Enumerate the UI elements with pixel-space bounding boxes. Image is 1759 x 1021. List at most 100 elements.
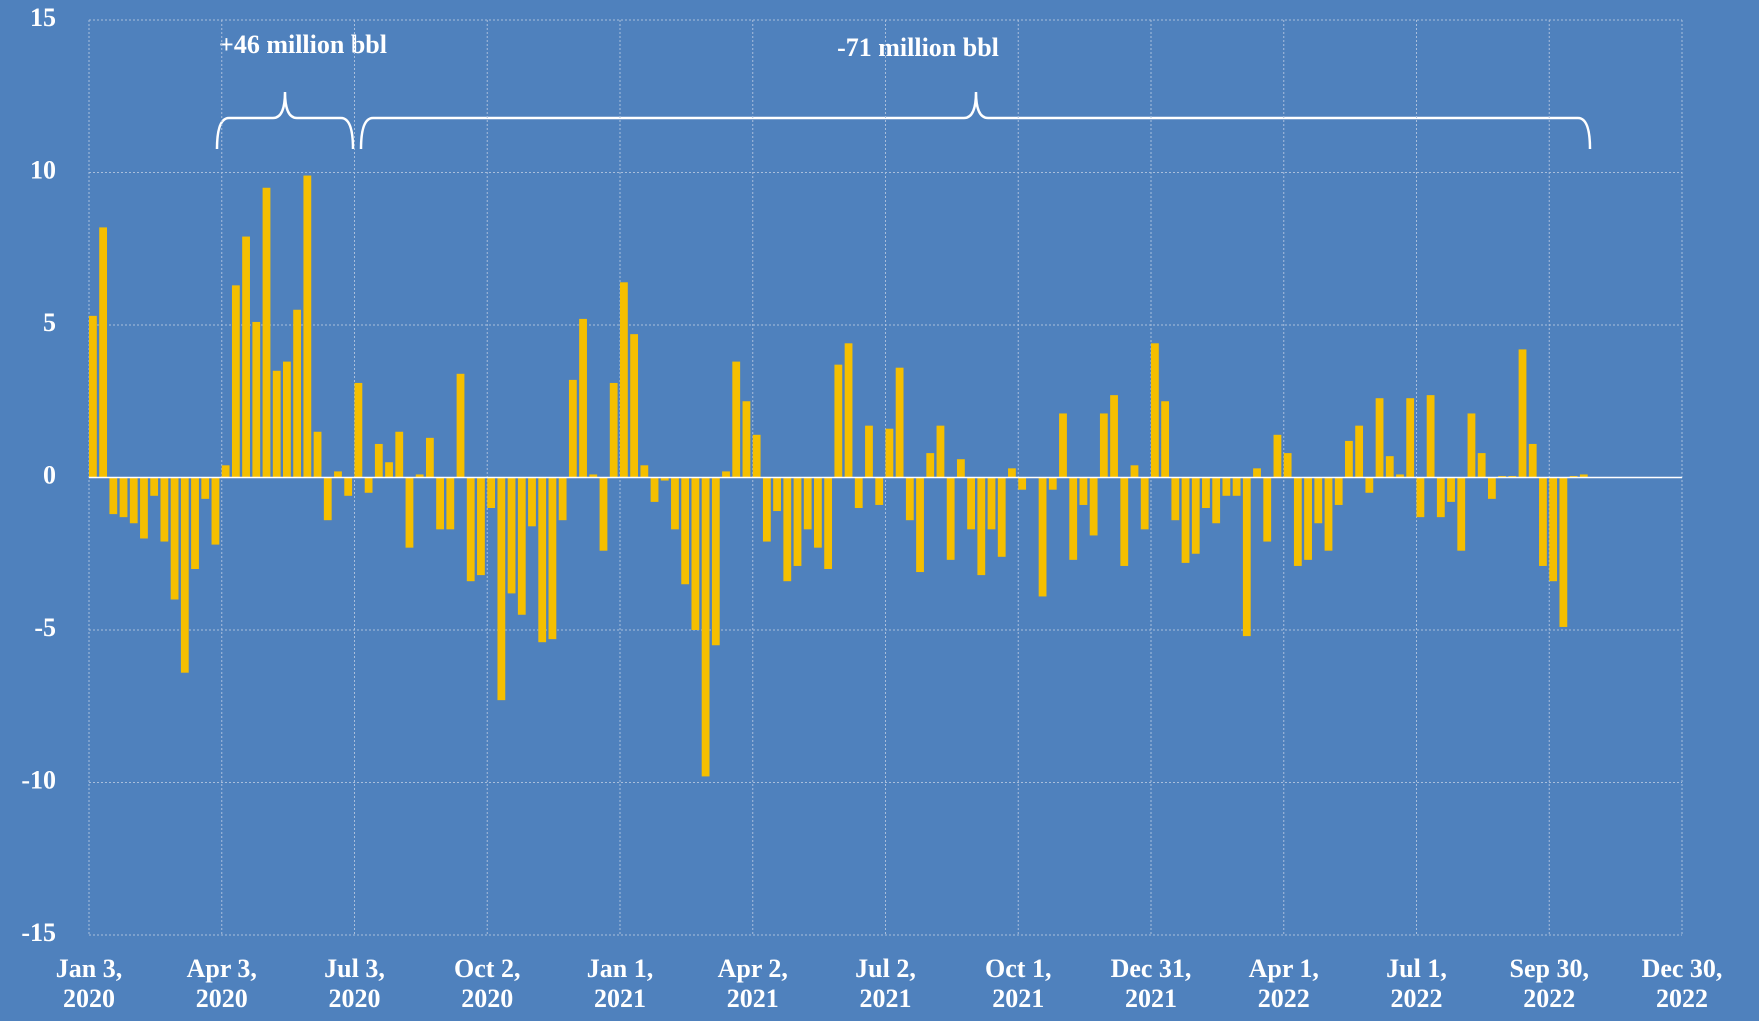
bar [1069, 477, 1078, 560]
bar [99, 227, 108, 478]
bar [609, 382, 618, 478]
bar [1171, 477, 1180, 521]
bar [732, 361, 741, 478]
brace [215, 91, 355, 150]
bar [579, 318, 587, 478]
bar [589, 474, 598, 478]
bar [1304, 477, 1312, 560]
bar [1416, 477, 1425, 518]
bar [814, 477, 822, 548]
y-tick-label: -5 [34, 613, 56, 642]
bar [140, 477, 148, 539]
bar [283, 361, 291, 478]
bar [1396, 474, 1404, 478]
bar [1467, 413, 1476, 478]
bar [1426, 395, 1435, 478]
bar [660, 477, 669, 481]
bar [160, 477, 169, 542]
bar [1202, 477, 1210, 508]
bar [752, 434, 761, 478]
bar [231, 285, 240, 478]
bar [1089, 477, 1098, 536]
bar [1355, 425, 1364, 478]
brace [359, 91, 1592, 150]
bar [262, 187, 271, 478]
bar [1120, 477, 1129, 566]
bar [936, 425, 945, 478]
x-tick-label: Dec 31, 2021 [1110, 954, 1192, 1013]
bar [344, 477, 353, 496]
annotation: +46 million bbl [219, 30, 387, 59]
bar [497, 477, 506, 701]
bar [1334, 477, 1343, 505]
bar [477, 477, 485, 576]
bar [711, 477, 720, 646]
bar [1130, 465, 1139, 478]
bar [967, 477, 975, 530]
bar [1365, 477, 1374, 493]
bar [303, 175, 312, 478]
bar [1059, 413, 1067, 478]
bar [742, 401, 751, 478]
bar [517, 477, 526, 615]
bar [334, 471, 342, 478]
x-tick-label: Oct 2, 2020 [454, 954, 521, 1013]
y-tick-label: 5 [43, 308, 56, 337]
bar [671, 477, 679, 530]
x-tick-label: Apr 1, 2022 [1248, 954, 1319, 1013]
bar [997, 477, 1006, 557]
y-tick-label: 0 [43, 460, 56, 489]
bar [272, 370, 281, 478]
bar [201, 477, 210, 499]
bar [1283, 453, 1292, 478]
x-tick-label: Oct 1, 2021 [985, 954, 1052, 1013]
bar [1549, 477, 1558, 582]
bar [895, 367, 904, 478]
bar [977, 477, 986, 576]
bar [1048, 477, 1057, 490]
bar [1181, 477, 1190, 563]
bar [180, 477, 189, 673]
bar [865, 425, 873, 478]
bar [875, 477, 884, 505]
bar [1436, 477, 1445, 518]
bar [415, 474, 424, 478]
bar [1487, 477, 1496, 499]
bar [507, 477, 516, 594]
bar [89, 315, 97, 478]
x-tick-label: Apr 2, 2021 [717, 954, 788, 1013]
bar [1161, 401, 1170, 478]
bar [385, 462, 393, 478]
bar [436, 477, 444, 530]
bar [1345, 440, 1353, 478]
bar [1539, 477, 1547, 566]
x-tick-label: Sep 30, 2022 [1509, 954, 1589, 1013]
bar [211, 477, 220, 545]
bar [1447, 477, 1455, 502]
x-tick-label: Jul 2, 2021 [855, 954, 916, 1013]
bar [1579, 474, 1588, 478]
bar [1569, 475, 1578, 478]
bar [1375, 398, 1384, 478]
bar [1222, 477, 1231, 496]
bar [1263, 477, 1272, 542]
bar [538, 477, 547, 643]
bar [456, 373, 465, 478]
bar [323, 477, 332, 521]
x-tick-label: Jul 3, 2020 [324, 954, 385, 1013]
bar [548, 477, 557, 640]
bar [119, 477, 128, 518]
bar [1140, 477, 1149, 530]
bar [242, 236, 250, 478]
bar [252, 321, 261, 478]
bar [1324, 477, 1333, 551]
bar [722, 471, 730, 478]
y-tick-label: 10 [30, 155, 56, 184]
bar [926, 453, 935, 478]
bar [916, 477, 924, 573]
bar [1079, 477, 1088, 505]
bar [109, 477, 118, 515]
bar [1151, 343, 1159, 478]
bar [681, 477, 690, 585]
